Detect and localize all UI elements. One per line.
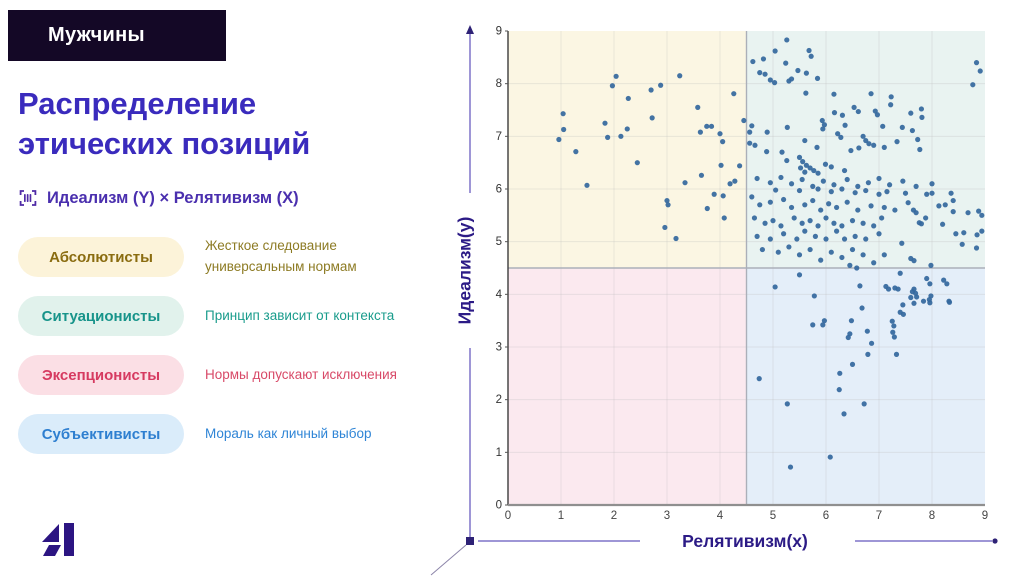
svg-text:0: 0 bbox=[505, 510, 511, 522]
svg-text:6: 6 bbox=[496, 184, 502, 196]
svg-text:2: 2 bbox=[611, 510, 617, 522]
svg-text:3: 3 bbox=[664, 510, 670, 522]
desc-subjectivists: Мораль как личный выбор bbox=[205, 425, 372, 441]
x-axis-arrow-icon bbox=[992, 538, 998, 544]
x-axis-label: Релятивизм(x) bbox=[682, 531, 808, 551]
chart-subtitle: Идеализм (Y) × Релятивизм (X) bbox=[18, 188, 299, 208]
pill-situationists: Ситуационисты bbox=[18, 296, 184, 336]
gender-badge: Мужчины bbox=[8, 10, 226, 61]
legend-item-absolutists: Абсолютисты Жесткое следование универсал… bbox=[18, 237, 357, 277]
axis-origin-marker bbox=[466, 537, 474, 545]
gender-badge-label: Мужчины bbox=[48, 24, 145, 46]
svg-text:9: 9 bbox=[982, 510, 988, 522]
y-axis-label: Идеализм(y) bbox=[454, 216, 475, 325]
chart-subtitle-label: Идеализм (Y) × Релятивизм (X) bbox=[47, 188, 299, 207]
brand-logo bbox=[38, 520, 84, 563]
svg-text:5: 5 bbox=[496, 236, 502, 248]
svg-text:7: 7 bbox=[876, 510, 882, 522]
legend-item-subjectivists: Субъективисты Мораль как личный выбор bbox=[18, 414, 371, 454]
pill-exceptionists: Эксепционисты bbox=[18, 355, 184, 395]
svg-text:4: 4 bbox=[717, 510, 724, 522]
svg-text:0: 0 bbox=[496, 500, 502, 512]
barcode-chart-icon bbox=[18, 188, 38, 208]
svg-text:8: 8 bbox=[496, 78, 502, 90]
desc-situationists: Принцип зависит от контекста bbox=[205, 307, 395, 323]
pill-subjectivists: Субъективисты bbox=[18, 414, 184, 454]
legend-item-situationists: Ситуационисты Принцип зависит от контекс… bbox=[18, 296, 394, 336]
svg-text:4: 4 bbox=[496, 289, 503, 301]
svg-text:8: 8 bbox=[929, 510, 935, 522]
svg-text:2: 2 bbox=[496, 394, 502, 406]
svg-text:6: 6 bbox=[823, 510, 829, 522]
desc-absolutists: Жесткое следование универсальным нормам bbox=[205, 238, 357, 274]
svg-text:1: 1 bbox=[558, 510, 564, 522]
svg-text:5: 5 bbox=[770, 510, 776, 522]
y-axis-arrow-icon bbox=[466, 25, 474, 34]
scatter-plot: 0 1 2 3 4 5 6 7 8 9 0 1 2 3 4 5 6 7 8 9 bbox=[496, 26, 989, 522]
svg-text:7: 7 bbox=[496, 131, 502, 143]
pill-absolutists: Абсолютисты bbox=[18, 237, 184, 277]
page-title: Распределение этических позиций bbox=[18, 84, 310, 165]
svg-text:9: 9 bbox=[496, 26, 502, 38]
page-title-line-1: Распределение bbox=[18, 86, 257, 121]
desc-exceptionists: Нормы допускают исключения bbox=[205, 366, 397, 382]
page-title-line-2: этических позиций bbox=[18, 126, 311, 162]
legend-item-exceptionists: Эксепционисты Нормы допускают исключения bbox=[18, 355, 397, 395]
svg-text:3: 3 bbox=[496, 342, 502, 354]
svg-text:1: 1 bbox=[496, 447, 502, 459]
